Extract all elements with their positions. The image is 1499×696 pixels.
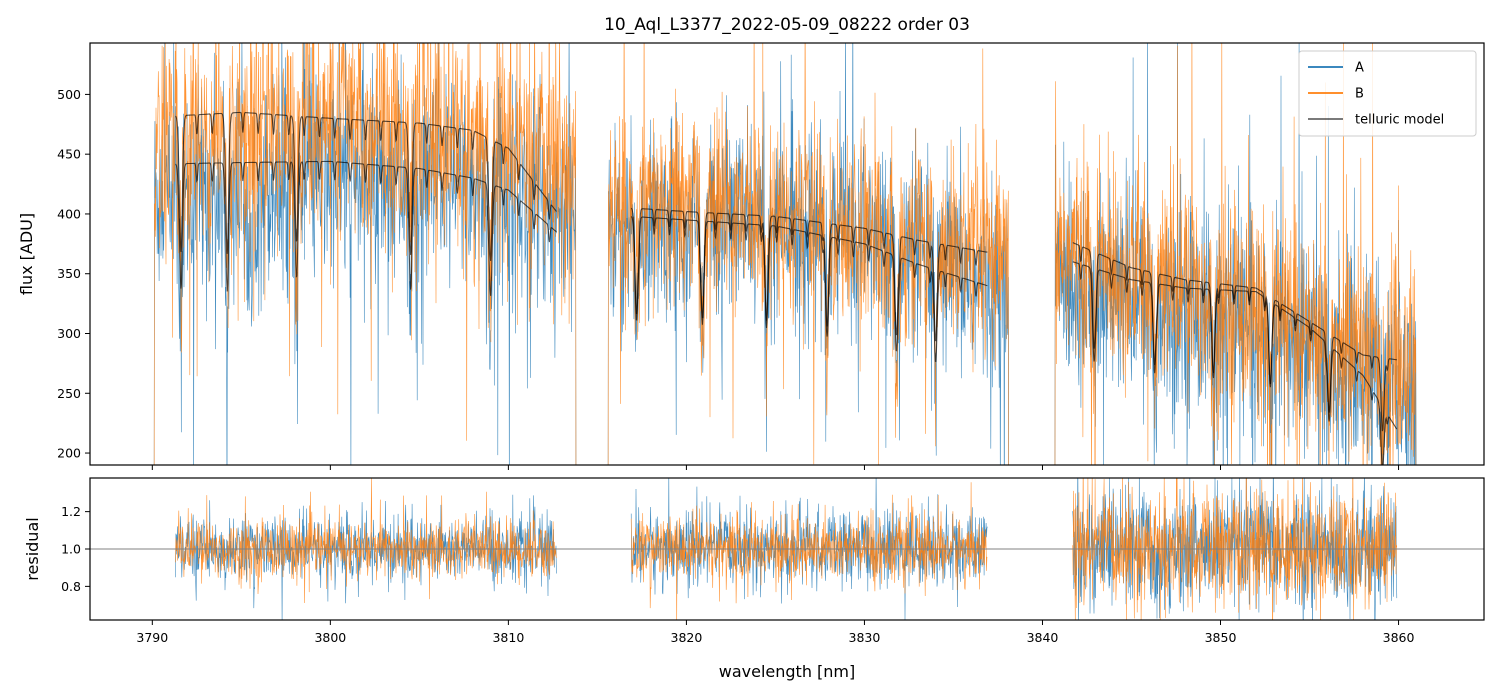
x-tick-label-7: 3860 [1383,630,1415,645]
flux-y-label: flux [ADU] [17,213,36,295]
telluric-model-a-segment-3 [1072,261,1398,465]
flux-y-ticks: 200 250 300 350 400 450 500 [57,87,90,461]
residual-y-tick-label-2: 1.2 [61,504,81,519]
chart-title: 10_Aql_L3377_2022-05-09_08222 order 03 [604,15,970,35]
residual-series-b-segment-3 [1072,478,1398,620]
residual-x-ticks: 3790 3800 3810 3820 3830 3840 3850 3860 [136,620,1414,645]
legend-label-a: A [1355,61,1364,76]
flux-plot-area [153,43,1417,465]
flux-y-tick-label-2: 300 [57,326,81,341]
residual-series-b-segment-1 [175,478,557,604]
telluric-model-b-segment-2 [630,207,988,342]
x-tick-label-0: 3790 [136,630,168,645]
flux-y-tick-label-4: 400 [57,206,81,221]
legend: A B telluric model [1298,50,1477,137]
flux-series-b-segment-2 [607,43,1009,465]
x-tick-label-2: 3810 [492,630,524,645]
residual-y-ticks: 0.8 1.0 1.2 [61,504,90,594]
flux-x-ticks [151,465,1400,470]
residual-series-b-segment-2 [630,482,988,620]
x-tick-label-5: 3840 [1027,630,1059,645]
legend-label-telluric: telluric model [1355,113,1444,128]
flux-axes-frame [89,42,1485,466]
flux-y-tick-label-1: 250 [57,386,81,401]
x-tick-label-1: 3800 [314,630,346,645]
legend-box [1298,50,1477,137]
telluric-model-b-segment-1 [175,111,557,261]
telluric-model-a-segment-2 [630,216,988,363]
residual-y-label: residual [23,517,42,580]
telluric-model-a-segment-1 [175,160,557,296]
residual-series-a-segment-1 [175,494,557,620]
x-axis-label: wavelength [nm] [719,662,856,681]
x-tick-label-3: 3820 [671,630,703,645]
residual-series-a-segment-2 [630,478,988,620]
flux-y-tick-label-0: 200 [57,446,81,461]
residual-y-tick-label-0: 0.8 [61,579,81,594]
flux-series-a-segment-3 [1054,43,1417,465]
flux-series-a-segment-1 [153,43,577,465]
flux-y-tick-label-5: 450 [57,147,81,162]
flux-y-tick-label-6: 500 [57,87,81,102]
residual-plot-area [90,478,1484,620]
x-tick-label-6: 3850 [1205,630,1237,645]
legend-label-b: B [1355,87,1364,102]
residual-y-tick-label-1: 1.0 [61,542,81,557]
flux-series-b-segment-3 [1054,43,1417,465]
flux-y-tick-label-3: 350 [57,266,81,281]
x-tick-label-4: 3830 [849,630,881,645]
